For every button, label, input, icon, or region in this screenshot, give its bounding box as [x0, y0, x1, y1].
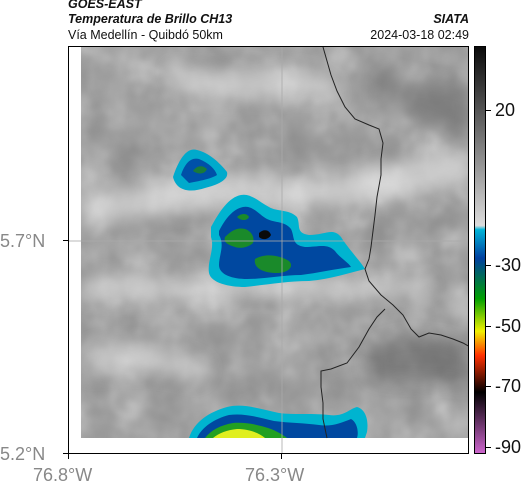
- colorbar-label-m30: -30: [495, 255, 522, 275]
- colorbar-tick-20: [486, 110, 491, 111]
- no-data-bottom: [69, 438, 468, 453]
- satellite-map[interactable]: [68, 46, 469, 454]
- source-label: SIATA: [433, 12, 469, 26]
- colorbar-label-20: 20: [495, 100, 516, 120]
- product-title: Temperatura de Brillo CH13: [68, 12, 233, 26]
- colorbar-label-m90: -90: [495, 437, 522, 457]
- convective-band-bottom: [189, 405, 368, 438]
- region-subtitle: Vía Medellín - Quibdó 50km: [68, 28, 223, 42]
- department-boundary-east: [322, 47, 468, 347]
- satellite-title: GOES-EAST: [68, 0, 142, 11]
- lon-tick-76.8: [68, 454, 69, 459]
- colorbar-tick-m90: [486, 447, 491, 448]
- lat-tick-5.2: [63, 453, 68, 454]
- colorbar-tick-m70: [486, 386, 491, 387]
- convective-cell-small: [173, 149, 228, 191]
- colorbar-label-m50: -50: [495, 316, 522, 336]
- satellite-image: [69, 47, 468, 453]
- colorbar-tick-m30: [486, 265, 491, 266]
- timestamp-label: 2024-03-18 02:49: [370, 28, 469, 42]
- lat-tick-5.7: [63, 240, 68, 241]
- lat-label-5.7: 5.7°N: [0, 231, 46, 251]
- lon-label-76.3: 76.3°W: [245, 465, 305, 485]
- lon-label-76.8: 76.8°W: [33, 465, 93, 485]
- light-cloud-bands: [81, 67, 468, 387]
- lat-label-5.2: 5.2°N: [0, 444, 46, 464]
- colorbar-tick-m50: [486, 326, 491, 327]
- no-data-left: [69, 47, 81, 453]
- colorbar: [474, 46, 486, 454]
- lon-tick-76.3: [281, 454, 282, 459]
- colorbar-label-m70: -70: [495, 376, 522, 396]
- department-boundary-south: [320, 308, 386, 439]
